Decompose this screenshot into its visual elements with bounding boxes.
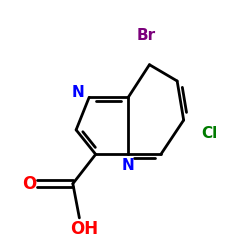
- Text: N: N: [122, 158, 135, 173]
- Text: O: O: [22, 175, 36, 193]
- Text: Cl: Cl: [202, 126, 218, 141]
- Text: N: N: [71, 85, 84, 100]
- Text: Br: Br: [136, 28, 156, 43]
- Text: OH: OH: [70, 220, 98, 238]
